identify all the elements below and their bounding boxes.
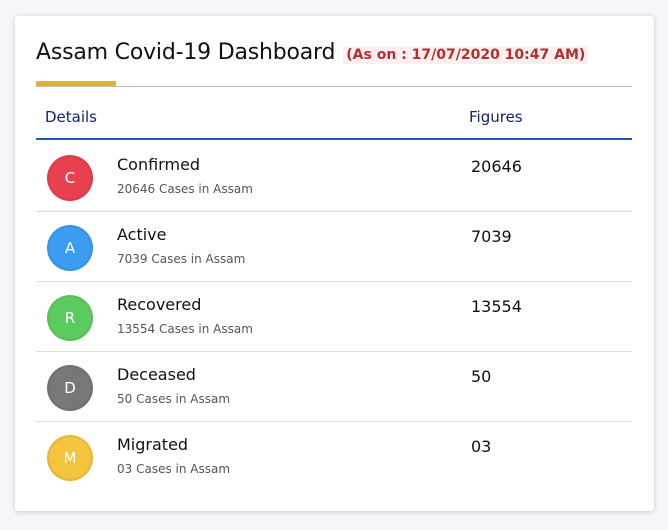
avatar: M [47, 435, 93, 481]
row-figure: 50 [471, 367, 492, 386]
column-header-figures: Figures [469, 108, 523, 126]
row-label: Deceased [117, 365, 196, 384]
dashboard-card: Assam Covid-19 Dashboard (As on : 17/07/… [15, 16, 654, 511]
as-on-timestamp: (As on : 17/07/2020 10:47 AM) [343, 46, 589, 64]
row-label: Migrated [117, 435, 189, 454]
dashboard-header: Assam Covid-19 Dashboard (As on : 17/07/… [36, 40, 632, 65]
row-subtitle: 7039 Cases in Assam [117, 252, 246, 266]
page-title: Assam Covid-19 Dashboard [36, 40, 336, 65]
column-header-details: Details [45, 108, 98, 126]
avatar: A [47, 225, 93, 271]
row-figure: 20646 [471, 157, 522, 176]
avatar: R [47, 295, 93, 341]
row-subtitle: 13554 Cases in Assam [117, 322, 253, 336]
row-figure: 13554 [471, 297, 522, 316]
row-subtitle: 03 Cases in Assam [117, 462, 231, 476]
row-label: Active [117, 225, 167, 244]
table-row: M Migrated 03 Cases in Assam 03 [36, 422, 632, 492]
row-label: Recovered [117, 295, 202, 314]
row-figure: 7039 [471, 227, 512, 246]
row-figure: 03 [471, 437, 492, 456]
row-label: Confirmed [117, 155, 201, 174]
table-row: R Recovered 13554 Cases in Assam 13554 [36, 282, 632, 352]
row-subtitle: 20646 Cases in Assam [117, 182, 253, 196]
title-accent-bar [36, 81, 116, 86]
table-row: A Active 7039 Cases in Assam 7039 [36, 212, 632, 282]
table-row: D Deceased 50 Cases in Assam 50 [36, 352, 632, 422]
avatar: D [47, 365, 93, 411]
table-row: C Confirmed 20646 Cases in Assam 20646 [36, 142, 632, 212]
avatar: C [47, 155, 93, 201]
title-divider [36, 86, 632, 87]
row-subtitle: 50 Cases in Assam [117, 392, 231, 406]
table-header: Details Figures [36, 108, 632, 140]
